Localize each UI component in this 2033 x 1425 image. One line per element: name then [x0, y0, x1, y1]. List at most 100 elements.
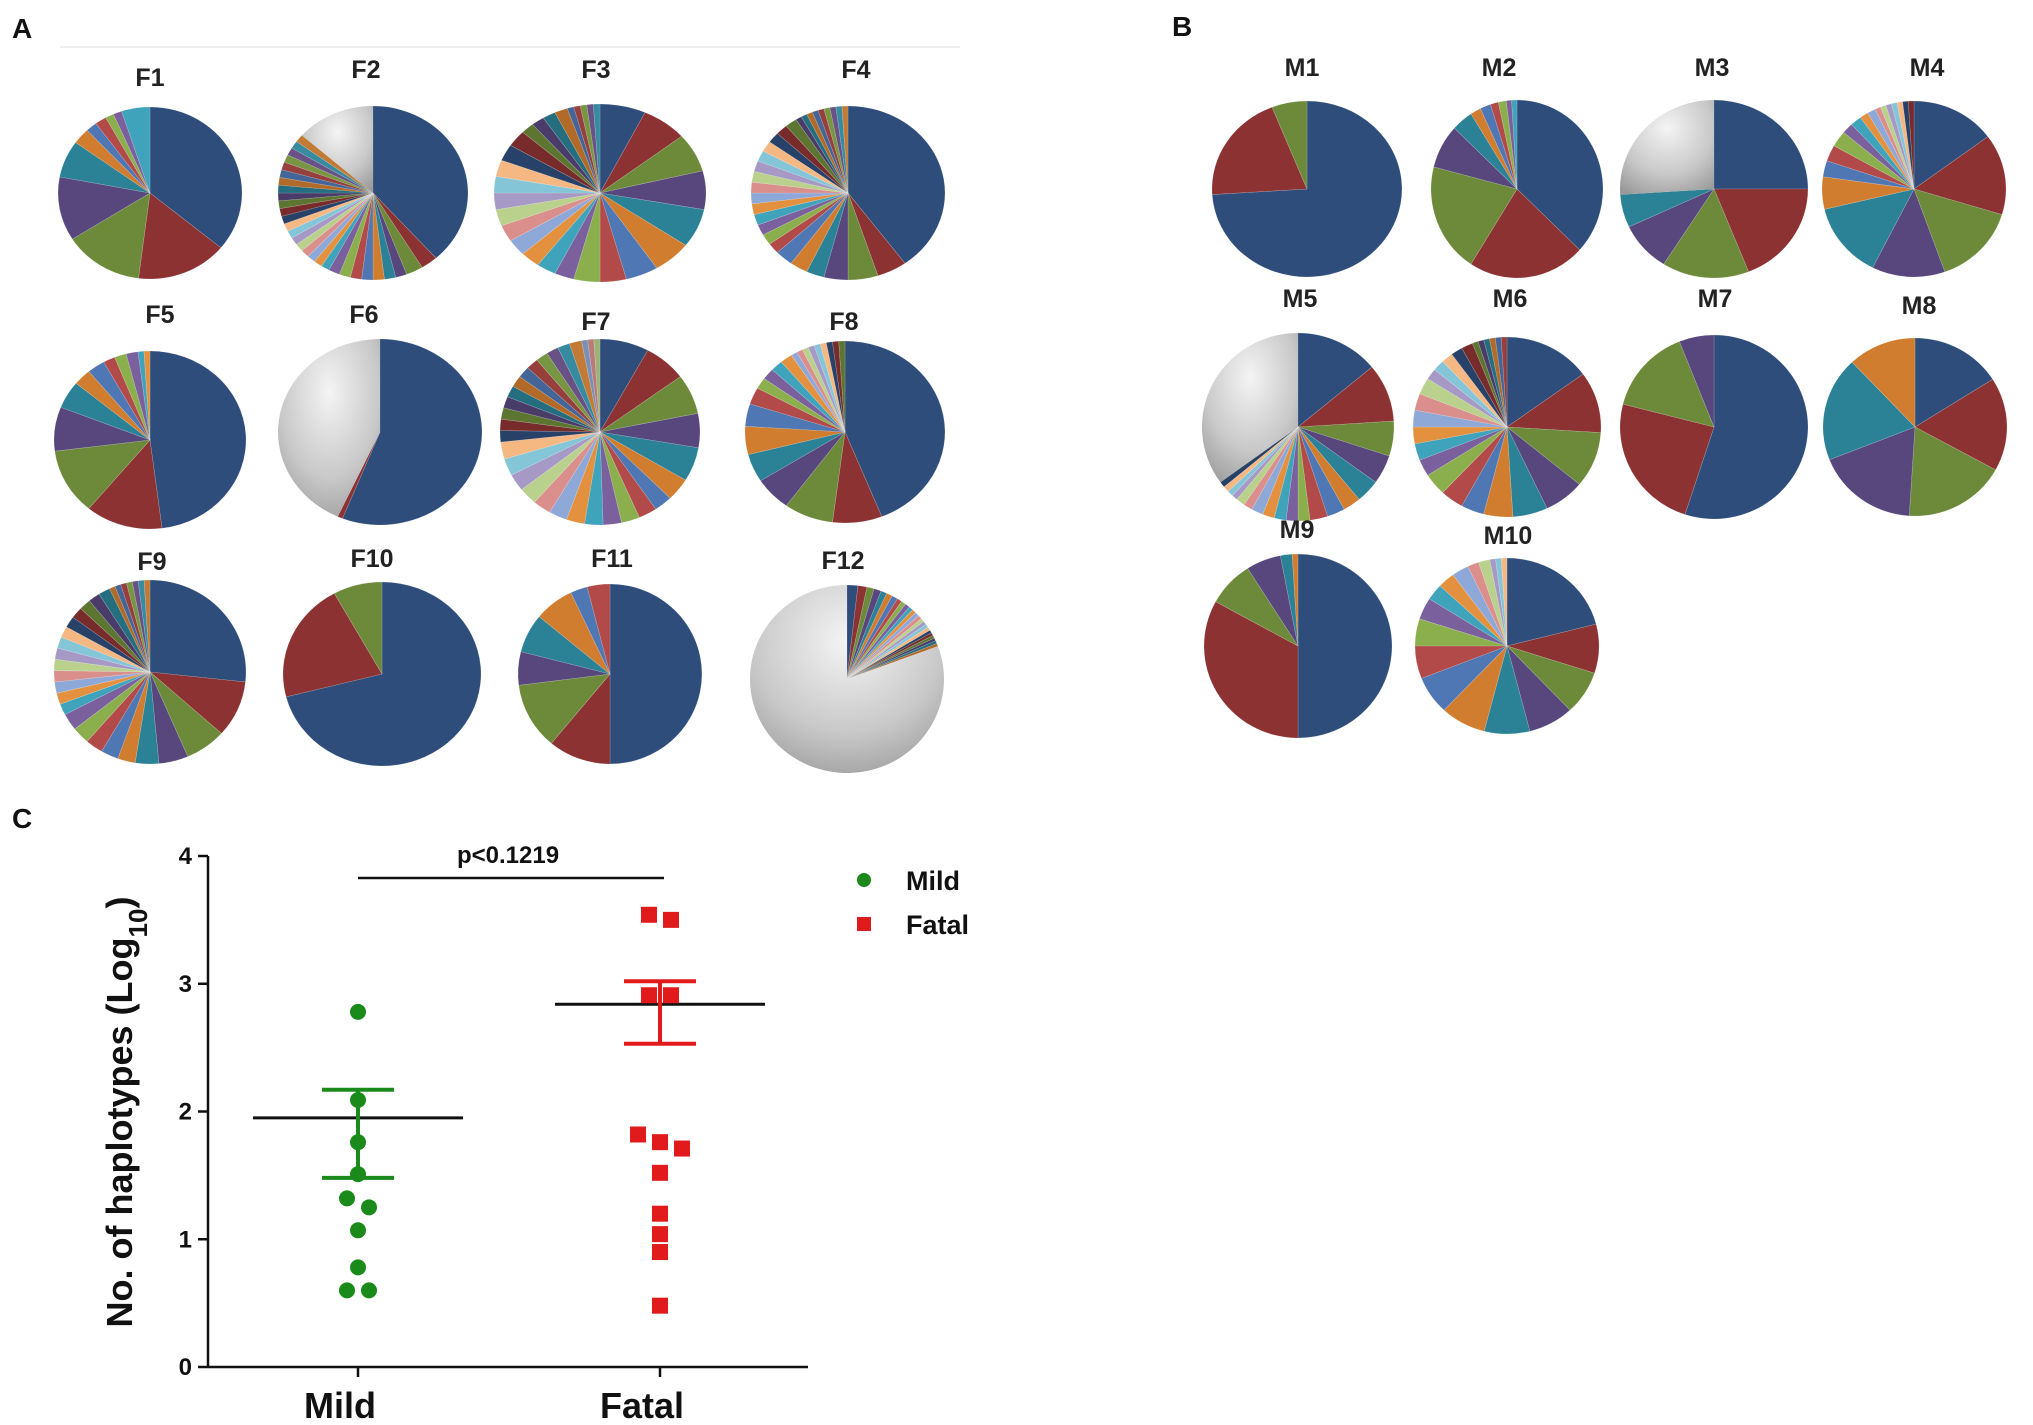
pie-slice-f3-12: [522, 192, 601, 266]
x-tick-label-fatal: Fatal: [600, 1385, 684, 1425]
pie-slice-f5-9: [114, 353, 151, 441]
pie-slice-f4-7: [776, 192, 849, 264]
pie-slice-f1-10: [113, 110, 151, 194]
pie-slice-f2-16: [291, 192, 374, 245]
pie-slice-f8-13: [790, 351, 846, 433]
pie-slice-f9-15: [53, 658, 151, 673]
pie-slice-m5-10: [1285, 426, 1299, 522]
pie-slice-f7-23: [507, 385, 601, 433]
pie-slice-f2-13: [307, 192, 374, 262]
pie-slice-f7-21: [500, 407, 601, 433]
legend-marker-mild: [857, 873, 871, 887]
pie-slice-f7-22: [503, 396, 601, 433]
pie-slice-f2-22: [277, 192, 374, 202]
pie-slice-f4-9: [762, 192, 849, 245]
pie-slice-f4-5: [806, 192, 849, 278]
panel-b-pie-m9: M9: [1203, 516, 1393, 739]
panel-a-pie-f2: F2: [277, 56, 469, 281]
pie-slice-f12-11: [846, 606, 914, 680]
panel-b-pie-m10: M10: [1414, 522, 1600, 735]
legend: Mild Fatal: [857, 866, 969, 940]
pie-slice-f9-9: [74, 671, 151, 742]
panel-a-pie-f4: F4: [750, 56, 946, 281]
pie-slice-f9-26: [120, 582, 151, 673]
pie-slice-f2-2: [372, 192, 437, 268]
pie-label-f2: F2: [351, 56, 380, 84]
pie-slice-f11-3: [518, 673, 611, 744]
pie-slice-f7-27: [536, 352, 601, 433]
pie-slice-m6-17: [1434, 360, 1508, 428]
x-tick-label-mild: Mild: [304, 1385, 376, 1425]
pie-slice-m6-2: [1506, 373, 1602, 433]
pie-slice-f3-29: [593, 103, 601, 194]
pie-label-m8: M8: [1902, 292, 1937, 320]
pie-slice-f7-29: [557, 343, 601, 433]
pie-slice-f2-19: [281, 192, 374, 225]
pie-slice-f8-6: [744, 425, 846, 455]
panel-a-pie-f9: F9: [53, 548, 247, 765]
panel-letter-b: B: [1172, 11, 1192, 42]
point-fatal-2: [663, 911, 679, 928]
pie-slice-m2-1: [1516, 99, 1604, 251]
pie-slice-f11-7: [570, 586, 611, 675]
pie-label-f12: F12: [821, 547, 864, 575]
pie-slice-f9-28: [131, 580, 151, 673]
pie-slice-f2-26: [281, 161, 374, 194]
pie-slice-f1-5: [59, 142, 151, 194]
pie-slice-f2-14: [301, 192, 374, 257]
pie-slice-f3-7: [599, 192, 658, 280]
pie-slice-f2-3: [372, 192, 423, 275]
pie-slice-f9-5: [134, 671, 160, 765]
pie-slice-m2-11: [1511, 99, 1518, 190]
pie-label-f3: F3: [581, 56, 610, 84]
panel-c-scatter: 0 1 2 3 4 Mild Fatal No. of haplotypes (Log10) p…: [99, 842, 969, 1425]
pie-slice-f2-17: [287, 192, 374, 239]
point-mild-7: [350, 1222, 366, 1239]
pie-slice-f12-22: [846, 637, 937, 680]
pie-slice-f7-1: [599, 338, 649, 434]
pie-slice-f12-18: [846, 626, 931, 680]
pie-slice-f5-7: [88, 361, 151, 441]
pie-label-f10: F10: [350, 545, 393, 573]
pie-slice-f4-18: [762, 141, 849, 194]
pie-slice-m8-3: [1908, 426, 1997, 517]
pie-slice-f12-20: [846, 632, 934, 680]
pie-slice-f2-8: [349, 192, 374, 280]
pie-slice-m1-2: [1211, 106, 1308, 195]
pie-slice-f3-1: [599, 103, 646, 195]
pie-slice-f9-7: [101, 671, 151, 760]
pie-slice-f3-22: [531, 117, 601, 194]
pie-slice-f5-5: [60, 382, 151, 441]
pie-slice-f5-8: [103, 356, 151, 441]
pie-slice-f12-12: [846, 609, 917, 680]
y-tick-label-1: 1: [179, 1226, 192, 1253]
pie-slice-f12-17: [846, 623, 929, 680]
pie-slice-f4-25: [811, 109, 849, 194]
pie-label-m2: M2: [1482, 54, 1517, 82]
pie-label-f7: F7: [581, 308, 610, 336]
point-fatal-4: [663, 987, 679, 1004]
pie-slice-f8-14: [796, 349, 846, 433]
pie-slice-f4-24: [806, 111, 849, 194]
pie-slice-m2-4: [1433, 127, 1519, 190]
pie-slice-f9-22: [88, 593, 151, 673]
pie-slice-f8-4: [760, 431, 846, 507]
pie-slice-m5-7: [1297, 426, 1345, 517]
pie-slice-m5-3: [1297, 420, 1395, 457]
pie-slice-m5-8: [1297, 426, 1329, 521]
pie-slice-f7-9: [599, 431, 640, 524]
panel-letter-a: A: [12, 13, 32, 44]
pie-slice-f2-7: [361, 192, 374, 281]
panel-a-pie-f6: F6: [277, 301, 483, 526]
pie-slice-f4-12: [751, 192, 849, 215]
pie-slice-f9-27: [125, 581, 151, 673]
pie-slice-f7-3: [599, 376, 699, 433]
pie-slice-m4-2: [1913, 136, 2007, 215]
pie-slice-m4-7: [1822, 160, 1915, 190]
pie-slice-m10-1: [1506, 557, 1597, 647]
point-mild-8: [350, 1259, 366, 1276]
pie-slice-m7-4: [1679, 334, 1715, 428]
pie-slice-f3-6: [599, 192, 687, 269]
pie-slice-f4-20: [776, 125, 849, 194]
pie-slice-m4-11: [1851, 117, 1915, 190]
